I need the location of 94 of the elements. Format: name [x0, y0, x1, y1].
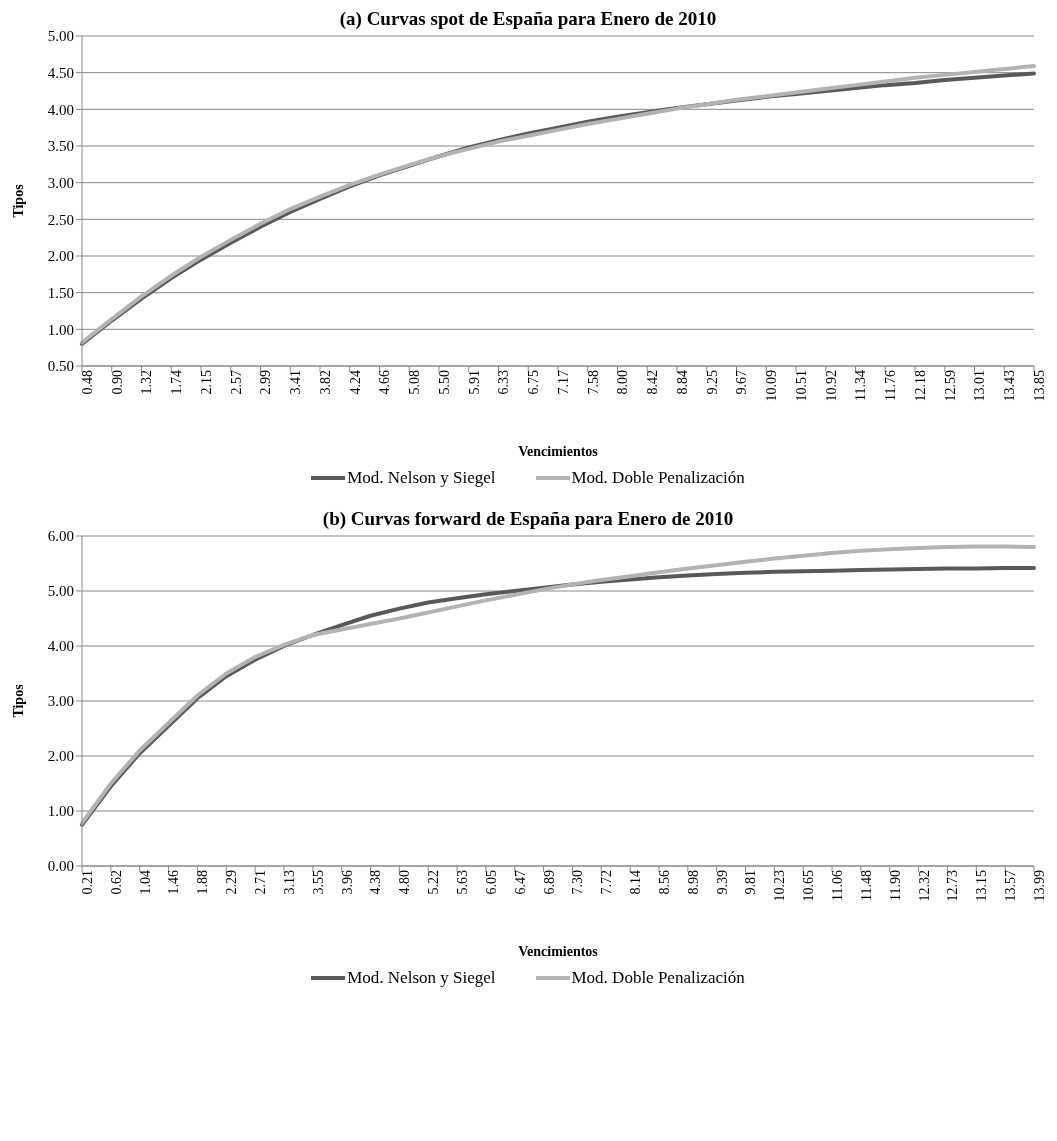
x-tick-label: 5.91 [466, 370, 482, 395]
x-tick-label: 8.14 [628, 870, 644, 895]
x-tick-label: 8.00 [615, 370, 631, 395]
x-tick-label: 2.29 [224, 870, 240, 895]
y-tick-label: 2.00 [47, 248, 74, 265]
x-tick-label: 11.76 [883, 370, 899, 401]
x-tick-label: 1.04 [137, 870, 153, 895]
x-tick-label: 13.15 [974, 870, 990, 902]
x-tick-label: 12.73 [945, 870, 961, 902]
x-tick-label: 11.90 [887, 870, 903, 901]
x-tick-label: 9.81 [743, 870, 759, 895]
x-tick-label: 11.06 [830, 870, 845, 901]
x-tick-label: 3.13 [281, 870, 297, 895]
y-tick-label: 1.00 [47, 803, 74, 820]
x-tick-label: 1.46 [166, 870, 182, 895]
y-tick-label: 5.00 [47, 28, 74, 45]
x-tick-label: 10.51 [793, 370, 809, 402]
y-tick-label: 5.00 [47, 583, 74, 600]
x-tick-label: 7.58 [585, 370, 601, 395]
x-tick-label: 10.23 [772, 870, 788, 902]
x-tick-label: 7.17 [555, 370, 571, 395]
x-tick-label: 11.48 [858, 870, 874, 901]
x-tick-label: 13.99 [1031, 870, 1047, 902]
x-tick-label: 4.38 [368, 870, 384, 895]
chart-title: (b) Curvas forward de España para Enero de 2010 [321, 508, 735, 530]
x-tick-label: 8.56 [656, 870, 672, 895]
x-tick-label: 5.22 [426, 870, 442, 895]
legend-label: Mod. Nelson y Siegel [347, 468, 496, 488]
x-tick-label: 8.84 [674, 370, 690, 395]
x-tick-label: 7.30 [570, 870, 586, 895]
x-tick-label: 6.89 [541, 870, 557, 895]
x-tick-label: 3.96 [339, 870, 355, 895]
x-tick-label: 13.01 [972, 370, 988, 402]
x-axis-title: Vencimientos [518, 944, 599, 959]
x-tick-label: 3.41 [288, 370, 304, 395]
chart-title: (a) Curvas spot de España para Enero de 2010 [338, 8, 718, 30]
y-tick-label: 3.50 [47, 138, 74, 155]
y-axis-title: Tipos [10, 683, 26, 718]
x-tick-label: 1.74 [169, 370, 185, 395]
x-tick-label: 7.72 [599, 870, 615, 895]
y-tick-label: 1.00 [47, 321, 74, 338]
x-tick-label: 4.80 [397, 870, 413, 895]
x-tick-label: 2.71 [253, 870, 269, 895]
x-tick-label: 5.63 [454, 870, 470, 895]
x-tick-label: 1.88 [195, 870, 211, 895]
x-tick-label: 0.21 [79, 870, 95, 895]
x-tick-label: 9.39 [714, 870, 730, 895]
x-tick-label: 0.90 [109, 370, 125, 395]
x-tick-label: 5.08 [407, 370, 423, 395]
x-tick-label: 6.47 [512, 870, 528, 895]
x-tick-label: 12.18 [912, 370, 928, 402]
x-tick-label: 3.82 [317, 370, 333, 395]
y-tick-label: 0.50 [47, 358, 74, 375]
x-tick-label: 1.32 [139, 370, 155, 395]
x-tick-label: 8.98 [685, 870, 701, 895]
y-tick-label: 2.50 [47, 211, 74, 228]
y-tick-label: 6.00 [47, 528, 74, 545]
x-tick-label: 9.25 [704, 370, 720, 395]
y-tick-label: 2.00 [47, 748, 74, 765]
x-tick-label: 11.34 [853, 370, 869, 401]
x-axis-title: Vencimientos [518, 444, 599, 459]
x-tick-label: 13.43 [1002, 370, 1018, 402]
x-tick-label: 13.57 [1003, 870, 1019, 902]
x-tick-label: 6.05 [483, 870, 499, 895]
x-tick-label: 2.57 [228, 370, 244, 395]
legend-label: Mod. Nelson y Siegel [347, 968, 496, 988]
x-tick-label: 2.99 [258, 370, 274, 395]
x-tick-label: 4.66 [377, 370, 393, 395]
y-tick-label: 1.50 [47, 284, 74, 301]
x-tick-label: 0.62 [108, 870, 124, 895]
x-tick-label: 2.15 [198, 370, 214, 395]
x-tick-label: 10.09 [764, 370, 780, 402]
legend-label: Mod. Doble Penalización [571, 468, 745, 488]
legend-label: Mod. Doble Penalización [571, 968, 745, 988]
x-tick-label: 9.67 [734, 370, 750, 395]
y-tick-label: 0.00 [47, 858, 74, 875]
x-tick-label: 13.85 [1031, 370, 1047, 402]
y-tick-label: 3.00 [47, 693, 74, 710]
y-tick-label: 3.00 [47, 174, 74, 191]
x-tick-label: 5.50 [436, 370, 452, 395]
x-tick-label: 10.65 [801, 870, 817, 902]
y-axis-title: Tipos [10, 183, 26, 218]
x-tick-label: 10.92 [823, 370, 839, 402]
x-tick-label: 4.24 [347, 370, 363, 395]
x-tick-label: 6.75 [526, 370, 542, 395]
y-tick-label: 4.50 [47, 64, 74, 81]
x-tick-label: 3.55 [310, 870, 326, 895]
x-tick-label: 6.33 [496, 370, 512, 395]
y-tick-label: 4.00 [47, 638, 74, 655]
x-tick-label: 8.42 [645, 370, 661, 395]
y-tick-label: 4.00 [47, 101, 74, 118]
x-tick-label: 0.48 [79, 370, 95, 395]
x-tick-label: 12.59 [942, 370, 958, 402]
x-tick-label: 12.32 [916, 870, 932, 902]
